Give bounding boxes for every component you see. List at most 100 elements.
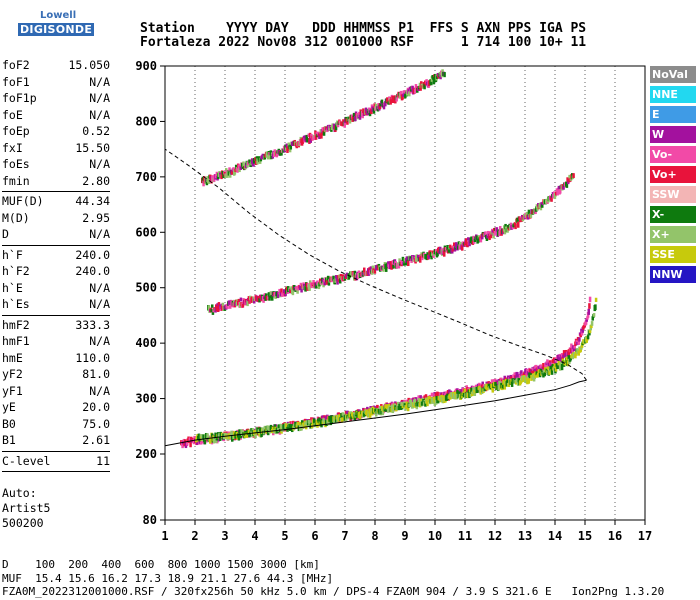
echo-point xyxy=(290,286,293,291)
echo-point xyxy=(296,288,299,294)
echo-point xyxy=(271,295,274,301)
echo-point xyxy=(318,417,321,424)
echo-point xyxy=(306,138,310,142)
echo-point xyxy=(273,149,277,154)
echo-point xyxy=(318,282,321,287)
y-tick-label: 500 xyxy=(135,281,157,295)
echo-point xyxy=(324,415,328,422)
echo-point xyxy=(315,131,319,136)
echo-point xyxy=(466,242,469,248)
echo-point xyxy=(564,349,568,354)
echo-point xyxy=(260,430,263,437)
param-value: 15.50 xyxy=(75,140,110,155)
echo-point xyxy=(384,101,387,107)
echo-point xyxy=(451,246,455,252)
echo-point xyxy=(374,408,377,413)
echo-point xyxy=(418,82,422,89)
echo-point xyxy=(364,107,368,114)
echo-point xyxy=(473,238,477,243)
echo-point xyxy=(503,228,507,235)
echo-point xyxy=(227,169,231,176)
echo-point xyxy=(567,178,571,183)
echo-point xyxy=(520,375,524,381)
echo-point xyxy=(518,216,521,221)
echo-point xyxy=(574,354,577,359)
echo-point xyxy=(423,83,426,90)
echo-point xyxy=(300,420,304,425)
echo-point xyxy=(368,412,372,418)
echo-point xyxy=(445,249,449,253)
echo-point xyxy=(493,230,497,236)
echo-point xyxy=(528,368,532,375)
legend-item-sse: SSE xyxy=(650,246,696,263)
echo-point xyxy=(472,387,475,393)
echo-point xyxy=(266,153,270,160)
param-row: foF1 N/A xyxy=(2,75,110,92)
echo-point xyxy=(368,110,372,117)
echo-point xyxy=(341,122,344,127)
echo-point xyxy=(182,438,186,443)
echo-point xyxy=(207,305,211,311)
echo-point xyxy=(200,440,203,445)
x-tick-label: 16 xyxy=(608,529,622,543)
echo-point xyxy=(458,388,461,393)
echo-point xyxy=(426,400,429,407)
param-row: M(D) 2.95 xyxy=(2,211,110,228)
param-key: h`E xyxy=(2,280,23,295)
echo-point xyxy=(295,285,299,291)
echo-point xyxy=(487,230,490,236)
echo-point xyxy=(329,420,333,426)
echo-point xyxy=(392,407,395,412)
echo-point xyxy=(405,256,409,263)
echo-point xyxy=(546,370,549,375)
echo-point xyxy=(555,363,559,367)
param-key: C-level xyxy=(2,453,51,468)
echo-point xyxy=(193,435,196,441)
echo-point xyxy=(548,360,552,365)
echo-point xyxy=(272,151,276,157)
echo-point xyxy=(430,253,433,260)
echo-point xyxy=(419,85,422,91)
echo-point xyxy=(373,267,377,274)
echo-point xyxy=(570,343,573,348)
echo-point xyxy=(507,383,511,387)
echo-point xyxy=(556,191,559,196)
echo-point xyxy=(565,182,569,188)
echo-point xyxy=(287,142,291,147)
echo-point xyxy=(334,278,337,283)
trace-x-trace xyxy=(195,297,598,445)
echo-point xyxy=(510,381,514,387)
x-tick-label: 3 xyxy=(221,529,228,543)
legend-item-x-: X+ xyxy=(650,226,696,243)
echo-point xyxy=(525,211,529,217)
echo-point xyxy=(312,418,316,423)
echo-point xyxy=(300,287,303,293)
echo-point xyxy=(550,196,553,202)
y-tick-label: 600 xyxy=(135,225,157,239)
echo-point xyxy=(573,344,576,349)
legend-item-x-: X- xyxy=(650,206,696,223)
echo-point xyxy=(370,407,373,413)
echo-point xyxy=(254,157,257,161)
echo-point xyxy=(448,389,451,394)
logo-digisonde: DIGISONDE xyxy=(18,23,95,36)
echo-point xyxy=(366,406,369,411)
echo-point xyxy=(420,81,423,86)
echo-point xyxy=(541,203,544,208)
echo-point xyxy=(268,154,272,160)
param-row: B1 2.61 xyxy=(2,433,110,450)
echo-point xyxy=(400,90,403,95)
param-key: hmE xyxy=(2,350,23,365)
echo-point xyxy=(308,420,311,427)
legend-item-nnw: NNW xyxy=(650,266,696,283)
echo-point xyxy=(380,99,384,104)
echo-point xyxy=(337,412,340,417)
echo-point xyxy=(416,256,419,262)
echo-point xyxy=(263,293,267,297)
echo-point xyxy=(419,256,422,263)
echo-point xyxy=(502,379,505,385)
echo-point xyxy=(424,394,428,398)
echo-point xyxy=(539,202,542,207)
echo-point xyxy=(370,411,374,416)
echo-point xyxy=(315,283,318,289)
